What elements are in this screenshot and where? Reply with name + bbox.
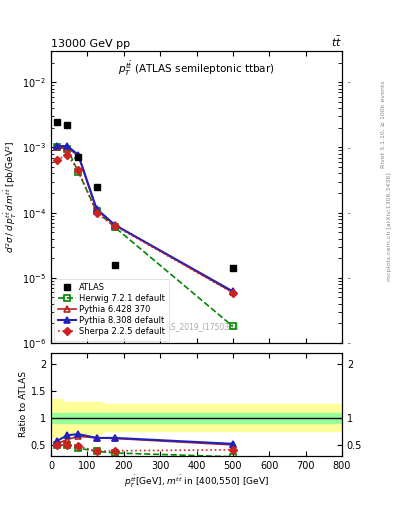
Herwig 7.2.1 default (94, 208, 99, 215)
Line: Pythia 6.428 370: Pythia 6.428 370 (53, 144, 236, 296)
Sherpa 2.2.5 default (94, 210, 99, 216)
Herwig 7.2.1 default (112, 224, 117, 230)
X-axis label: $p_T^{t\bar{t}}$[GeV], $m^{t\bar{t}}$ in [400,550] [GeV]: $p_T^{t\bar{t}}$[GeV], $m^{t\bar{t}}$ in… (124, 473, 269, 489)
Line: Pythia 8.308 default: Pythia 8.308 default (53, 143, 236, 295)
Pythia 8.308 default (54, 143, 59, 149)
Text: Rivet 3.1.10, ≥ 100k events: Rivet 3.1.10, ≥ 100k events (381, 80, 386, 168)
Pythia 8.308 default (65, 143, 70, 149)
Text: 13000 GeV pp: 13000 GeV pp (51, 38, 130, 49)
Sherpa 2.2.5 default (112, 223, 117, 229)
ATLAS (76, 154, 81, 160)
Text: ATLAS_2019_I1750330: ATLAS_2019_I1750330 (153, 323, 240, 331)
Pythia 6.428 370 (231, 289, 235, 295)
Y-axis label: Ratio to ATLAS: Ratio to ATLAS (19, 372, 28, 437)
Bar (51, 404, 342, 432)
Line: ATLAS: ATLAS (53, 118, 236, 272)
Pythia 8.308 default (231, 288, 235, 294)
Herwig 7.2.1 default (76, 169, 81, 175)
Herwig 7.2.1 default (65, 146, 70, 152)
Sherpa 2.2.5 default (54, 157, 59, 163)
Bar (51, 399, 62, 437)
Pythia 6.428 370 (76, 153, 81, 159)
ATLAS (112, 262, 117, 268)
ATLAS (94, 184, 99, 190)
Herwig 7.2.1 default (54, 144, 59, 151)
Text: mcplots.cern.ch [arXiv:1306.3436]: mcplots.cern.ch [arXiv:1306.3436] (387, 172, 391, 281)
Y-axis label: $d^2\sigma\,/\,d\,p_T^{t\bar{t}}\,d\,m^{t\bar{t}}$ [pb/GeV$^2$]: $d^2\sigma\,/\,d\,p_T^{t\bar{t}}\,d\,m^{… (3, 141, 19, 253)
Line: Herwig 7.2.1 default: Herwig 7.2.1 default (54, 145, 236, 329)
Pythia 8.308 default (76, 152, 81, 158)
Pythia 6.428 370 (65, 145, 70, 151)
Text: $p_T^{t\bar{t}}$ (ATLAS semileptonic ttbar): $p_T^{t\bar{t}}$ (ATLAS semileptonic ttb… (118, 60, 275, 78)
Bar (51, 413, 342, 423)
Pythia 6.428 370 (112, 222, 117, 228)
Pythia 6.428 370 (94, 207, 99, 213)
ATLAS (54, 118, 59, 124)
Sherpa 2.2.5 default (65, 152, 70, 158)
Pythia 6.428 370 (54, 144, 59, 151)
ATLAS (231, 265, 235, 271)
ATLAS (65, 122, 70, 128)
Pythia 8.308 default (94, 206, 99, 212)
Bar (62, 402, 102, 434)
Pythia 8.308 default (112, 222, 117, 228)
Legend: ATLAS, Herwig 7.2.1 default, Pythia 6.428 370, Pythia 8.308 default, Sherpa 2.2.: ATLAS, Herwig 7.2.1 default, Pythia 6.42… (53, 279, 169, 340)
Sherpa 2.2.5 default (231, 290, 235, 296)
Line: Sherpa 2.2.5 default: Sherpa 2.2.5 default (54, 153, 236, 295)
Sherpa 2.2.5 default (76, 167, 81, 173)
Herwig 7.2.1 default (231, 324, 235, 330)
Text: $t\bar{t}$: $t\bar{t}$ (331, 34, 342, 49)
